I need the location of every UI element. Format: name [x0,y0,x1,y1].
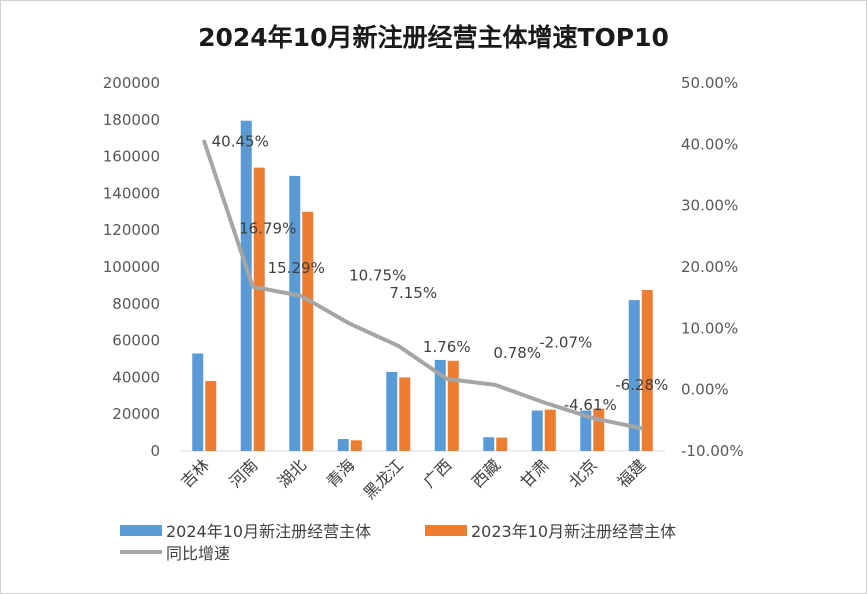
growth-data-label: 1.76% [423,338,471,356]
bar-2023 [447,360,459,451]
bar-2024 [580,410,592,451]
data-labels: 40.45%16.79%15.29% 10.75%7.15%1.76% 0.78%-… [212,133,669,414]
category-label: 福建 [614,455,650,491]
bar-2023 [544,409,556,451]
right-tick-label: 20.00% [681,258,738,276]
growth-data-label: 7.15% [389,284,437,302]
category-label: 北京 [565,455,601,491]
bar-2024 [240,120,252,451]
right-tick-label: 30.00% [681,197,738,215]
left-tick-label: 140000 [103,184,160,202]
bar-2024 [337,439,349,451]
category-label: 广西 [420,455,456,491]
right-tick-label: 40.00% [681,135,738,153]
legend-label-growth: 同比增速 [166,544,231,563]
category-label: 吉林 [177,455,213,491]
growth-data-label: 0.78% [493,344,541,362]
bar-2024 [483,437,495,451]
bar-2023 [399,377,411,451]
category-axis: 吉林 河南 湖北 青海 黑龙江 广西 西藏 甘肃 北京 福建 [177,455,650,502]
legend-swatch-2024 [120,524,162,536]
left-tick-label: 60000 [112,332,160,350]
right-tick-label: 10.00% [681,319,738,337]
left-tick-label: 20000 [112,405,160,423]
right-axis: -10.00% 0.00% 10.00% 20.00% 30.00% 40.00% 50.0… [681,74,744,460]
growth-data-label: 16.79% [239,220,296,238]
growth-data-label: 40.45% [212,133,269,151]
left-tick-label: 0 [150,442,160,460]
growth-data-label: -4.61% [564,396,617,414]
growth-data-label: -6.28% [615,376,668,394]
category-label: 湖北 [274,455,310,491]
bar-2024 [289,175,301,452]
category-label: 黑龙江 [360,455,407,502]
legend-item-2024: 2024年10月新注册经营主体 [120,518,371,542]
growth-data-label: 15.29% [268,259,325,277]
right-tick-label: -10.00% [681,442,744,460]
growth-data-label: -2.07% [539,333,592,351]
left-tick-label: 40000 [112,368,160,386]
growth-data-label: 10.75% [349,267,406,285]
left-tick-label: 120000 [103,221,160,239]
legend-label-2024: 2024年10月新注册经营主体 [166,522,372,541]
bar-2024 [434,359,446,451]
bar-2023 [302,211,314,451]
bar-2024 [192,353,204,451]
bar-2024 [628,300,640,451]
legend-item-2023: 2023年10月新注册经营主体 [425,518,676,542]
category-label: 甘肃 [517,455,553,491]
legend-swatch-growth [120,550,162,554]
bar-2024 [386,371,398,451]
bar-group [192,120,653,452]
left-tick-label: 100000 [103,258,160,276]
growth-line [202,139,643,431]
bar-2023 [205,381,217,451]
category-label: 河南 [226,455,262,491]
bar-2024 [531,410,543,451]
right-tick-label: 0.00% [681,381,729,399]
legend-swatch-2023 [425,524,467,536]
legend-label-2023: 2023年10月新注册经营主体 [471,522,677,541]
right-tick-label: 50.00% [681,74,738,92]
left-tick-label: 200000 [103,74,160,92]
legend-item-growth: 同比增速 [120,540,230,564]
left-tick-label: 80000 [112,295,160,313]
bar-2023 [593,408,605,451]
growth-line-path [202,139,643,431]
bar-2023 [496,437,508,451]
bar-2023 [253,167,265,451]
bar-2023 [641,290,653,451]
chart-title: 2024年10月新注册经营主体增速TOP10 [198,23,669,52]
bar-2023 [350,440,362,451]
left-tick-label: 180000 [103,111,160,129]
left-tick-label: 160000 [103,148,160,166]
category-label: 西藏 [468,455,504,491]
category-label: 青海 [323,455,359,491]
